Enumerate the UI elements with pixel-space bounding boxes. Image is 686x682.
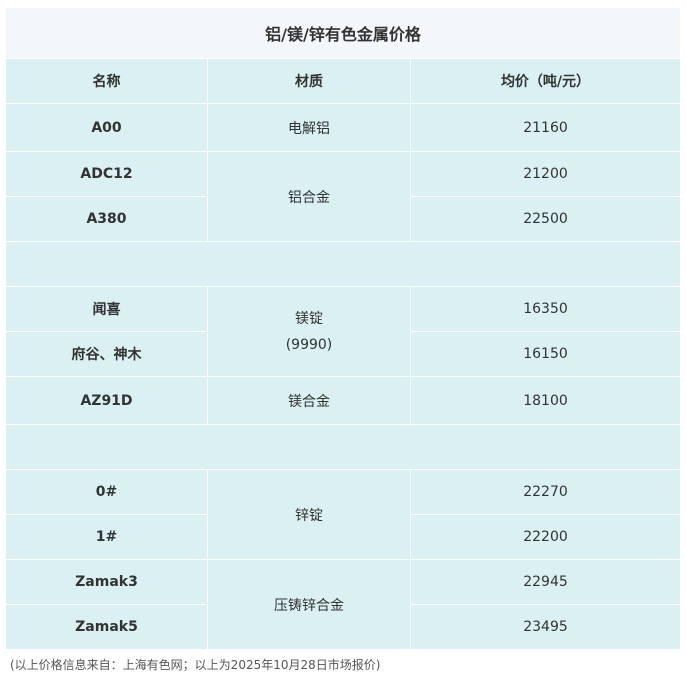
cell-material: 镁锭 (9990) [207,286,411,377]
cell-name: A380 [5,196,208,242]
cell-price: 22945 [410,559,681,605]
cell-name: Zamak3 [5,559,208,605]
table-title: 铝/镁/锌有色金属价格 [5,7,681,59]
table-row: 闻喜 镁锭 (9990) 16350 [5,286,681,377]
cell-material: 镁合金 [207,376,411,425]
header-price: 均价（吨/元） [410,58,681,104]
cell-price: 21200 [410,151,681,197]
table-row: 府谷、神木 16150 [5,331,681,377]
cell-price: 16350 [410,286,681,332]
spacer-row [5,424,681,470]
table-row: Zamak5 23495 [5,604,681,650]
cell-name: ADC12 [5,151,208,197]
cell-price: 21160 [410,103,681,152]
cell-price: 22200 [410,514,681,560]
table-row: Zamak3 压铸锌合金 22945 [5,559,681,650]
cell-name: 0# [5,469,208,515]
table-row: 0# 锌锭 22270 [5,469,681,560]
cell-name: A00 [5,103,208,152]
cell-material: 压铸锌合金 [207,559,411,650]
cell-price: 23495 [410,604,681,650]
cell-price: 22270 [410,469,681,515]
cell-name: AZ91D [5,376,208,425]
price-table: 铝/镁/锌有色金属价格 名称 材质 均价（吨/元） A00 电解铝 21160 … [5,7,681,650]
cell-material: 电解铝 [207,103,411,152]
header-material: 材质 [207,58,411,104]
table-row: A380 22500 [5,196,681,242]
table-row: ADC12 铝合金 21200 [5,151,681,242]
cell-name: 1# [5,514,208,560]
footnote: (以上价格信息来自：上海有色网；以上为2025年10月28日市场报价) [10,658,381,672]
table-row: 1# 22200 [5,514,681,560]
header-name: 名称 [5,58,208,104]
cell-price: 22500 [410,196,681,242]
table-row: AZ91D 镁合金 18100 [5,376,681,425]
cell-price: 18100 [410,376,681,425]
cell-name: 府谷、神木 [5,331,208,377]
spacer-row [5,241,681,287]
cell-name: 闻喜 [5,286,208,332]
cell-material: 锌锭 [207,469,411,560]
cell-material: 铝合金 [207,151,411,242]
table-row: A00 电解铝 21160 [5,103,681,152]
cell-price: 16150 [410,331,681,377]
cell-name: Zamak5 [5,604,208,650]
